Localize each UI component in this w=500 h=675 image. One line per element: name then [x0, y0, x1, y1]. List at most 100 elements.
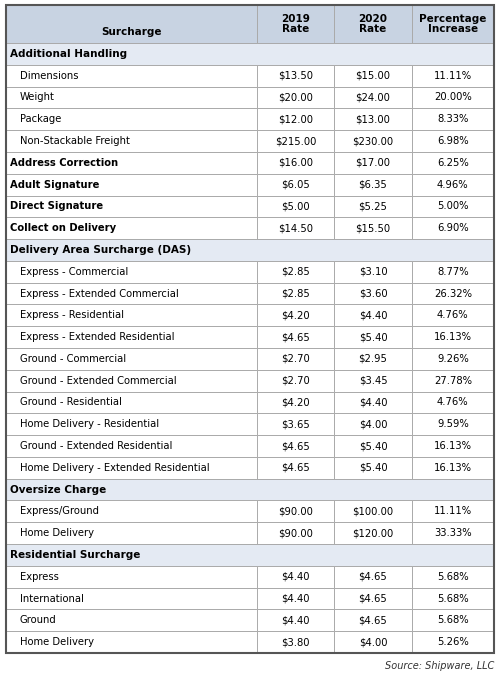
Text: Express - Residential: Express - Residential	[20, 310, 124, 321]
Text: $3.10: $3.10	[358, 267, 388, 277]
Bar	[412, 261, 494, 283]
Bar	[258, 65, 334, 86]
Bar	[412, 109, 494, 130]
Bar	[258, 610, 334, 631]
Bar	[412, 500, 494, 522]
Bar	[412, 392, 494, 413]
Text: Address Correction: Address Correction	[10, 158, 118, 168]
Bar	[258, 152, 334, 173]
Bar	[334, 457, 411, 479]
Bar	[412, 152, 494, 173]
Text: $215.00: $215.00	[275, 136, 316, 146]
Bar	[412, 5, 494, 43]
Text: 8.33%: 8.33%	[437, 114, 468, 124]
Text: $3.60: $3.60	[358, 288, 388, 298]
Text: 9.26%: 9.26%	[437, 354, 468, 364]
Text: $4.65: $4.65	[358, 593, 388, 603]
Text: 5.00%: 5.00%	[437, 201, 468, 211]
Text: $4.65: $4.65	[358, 616, 388, 625]
Bar	[6, 5, 258, 43]
Bar	[6, 500, 494, 522]
Bar	[6, 631, 494, 653]
Text: Express - Extended Residential: Express - Extended Residential	[20, 332, 174, 342]
Text: 9.59%: 9.59%	[437, 419, 468, 429]
Bar	[258, 348, 334, 370]
Text: Express - Extended Commercial: Express - Extended Commercial	[20, 288, 179, 298]
Bar	[258, 392, 334, 413]
Bar	[6, 239, 494, 261]
Text: Collect on Delivery: Collect on Delivery	[10, 223, 116, 233]
Text: $4.40: $4.40	[282, 593, 310, 603]
Bar	[258, 457, 334, 479]
Text: $4.65: $4.65	[282, 463, 310, 472]
Bar	[258, 196, 334, 217]
Bar	[334, 65, 411, 86]
Bar	[334, 304, 411, 326]
Text: $4.65: $4.65	[282, 332, 310, 342]
Text: Package: Package	[20, 114, 61, 124]
Text: Surcharge: Surcharge	[102, 27, 162, 37]
Text: $2.85: $2.85	[282, 267, 310, 277]
Bar	[334, 217, 411, 239]
Bar	[258, 566, 334, 588]
Text: 8.77%: 8.77%	[437, 267, 468, 277]
Text: $4.00: $4.00	[358, 637, 387, 647]
Text: $13.00: $13.00	[356, 114, 390, 124]
Text: 11.11%: 11.11%	[434, 71, 472, 81]
Text: $16.00: $16.00	[278, 158, 314, 168]
Bar	[412, 65, 494, 86]
Bar	[334, 130, 411, 152]
Text: $5.00: $5.00	[282, 201, 310, 211]
Bar	[258, 304, 334, 326]
Text: $5.40: $5.40	[358, 332, 388, 342]
Bar	[334, 261, 411, 283]
Bar	[334, 522, 411, 544]
Bar	[412, 566, 494, 588]
Bar	[334, 109, 411, 130]
Bar	[6, 588, 494, 610]
Text: Rate: Rate	[360, 24, 386, 34]
Bar	[412, 283, 494, 304]
Bar	[334, 610, 411, 631]
Text: $4.20: $4.20	[282, 310, 310, 321]
Text: 4.96%: 4.96%	[437, 180, 468, 190]
Bar	[334, 370, 411, 392]
Text: International: International	[20, 593, 84, 603]
Bar	[412, 217, 494, 239]
Text: $3.45: $3.45	[358, 376, 388, 385]
Text: $5.25: $5.25	[358, 201, 388, 211]
Text: $230.00: $230.00	[352, 136, 394, 146]
Text: $2.95: $2.95	[358, 354, 388, 364]
Text: $15.00: $15.00	[356, 71, 390, 81]
Text: Delivery Area Surcharge (DAS): Delivery Area Surcharge (DAS)	[10, 245, 191, 255]
Bar	[412, 413, 494, 435]
Bar	[412, 130, 494, 152]
Text: $4.40: $4.40	[282, 572, 310, 582]
Bar	[6, 610, 494, 631]
Text: 4.76%: 4.76%	[437, 398, 468, 408]
Bar	[412, 173, 494, 196]
Text: Direct Signature: Direct Signature	[10, 201, 103, 211]
Text: $100.00: $100.00	[352, 506, 394, 516]
Text: $4.40: $4.40	[358, 398, 387, 408]
Bar	[6, 370, 494, 392]
Text: Home Delivery - Residential: Home Delivery - Residential	[20, 419, 159, 429]
Text: $2.70: $2.70	[282, 376, 310, 385]
Text: Weight: Weight	[20, 92, 55, 103]
Text: Residential Surcharge: Residential Surcharge	[10, 550, 140, 560]
Bar	[6, 217, 494, 239]
Bar	[258, 631, 334, 653]
Text: Ground: Ground	[20, 616, 57, 625]
Bar	[258, 261, 334, 283]
Text: $90.00: $90.00	[278, 528, 314, 538]
Bar	[6, 43, 494, 65]
Text: Ground - Commercial: Ground - Commercial	[20, 354, 126, 364]
Bar	[258, 413, 334, 435]
Bar	[334, 500, 411, 522]
Bar	[258, 370, 334, 392]
Text: $4.40: $4.40	[282, 616, 310, 625]
Bar	[258, 435, 334, 457]
Bar	[412, 522, 494, 544]
Text: $4.65: $4.65	[358, 572, 388, 582]
Text: $3.65: $3.65	[282, 419, 310, 429]
